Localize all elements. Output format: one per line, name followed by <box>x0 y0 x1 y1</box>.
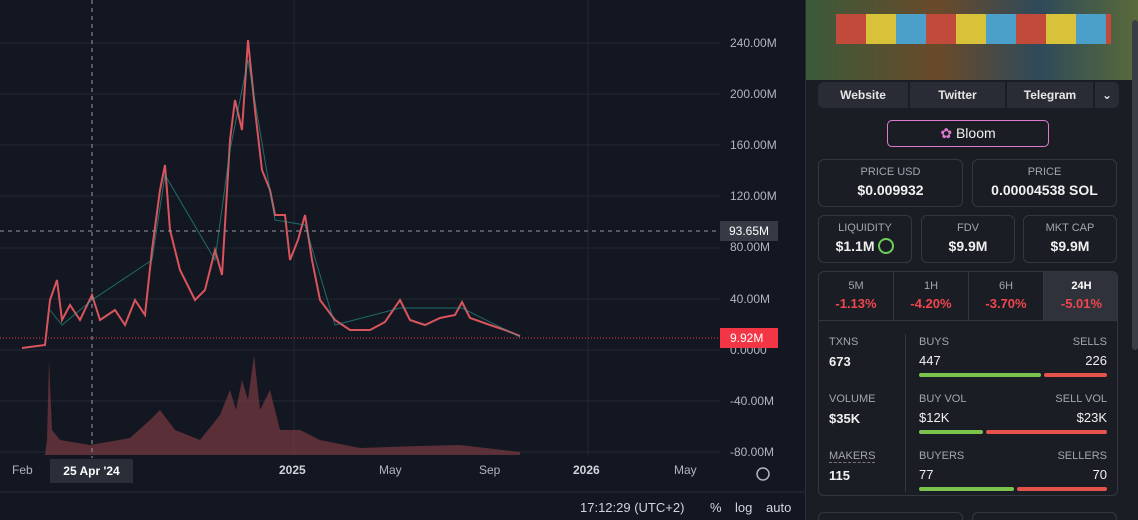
value: $12K <box>919 410 950 425</box>
label: SELLS <box>1072 336 1107 348</box>
buy-bar <box>919 430 983 434</box>
x-tick-label: Sep <box>479 463 501 477</box>
buy-bar <box>919 487 1014 491</box>
label: TXNS <box>829 336 859 348</box>
y-tick-label: 240.00M <box>730 36 777 50</box>
tab-change: -5.01% <box>1060 296 1103 311</box>
telegram-link[interactable]: Telegram <box>1007 82 1093 108</box>
x-tick-label: May <box>379 463 402 477</box>
price-native: PRICE 0.00004538 SOL <box>972 159 1117 207</box>
volume-area <box>45 355 520 455</box>
label: PRICE USD <box>860 166 921 178</box>
timeframe-tab[interactable]: 6H -3.70% <box>969 272 1044 320</box>
x-tick-label: 2026 <box>573 463 600 477</box>
liquidity: LIQUIDITY $1.1M <box>818 215 912 263</box>
sell-bar <box>986 430 1107 434</box>
x-tick-label: Feb <box>12 463 33 477</box>
label: PRICE <box>1027 166 1062 178</box>
tab-change: -4.20% <box>910 296 952 311</box>
website-link[interactable]: Website <box>818 82 908 108</box>
value: 115 <box>829 468 850 483</box>
y-tick-label: 160.00M <box>730 138 777 153</box>
y-tick-label: -40.00M <box>730 393 775 408</box>
label: SELLERS <box>1057 450 1107 462</box>
x-tick-label: May <box>674 463 697 477</box>
tab-change: -1.13% <box>835 296 877 311</box>
badge[interactable]: ✿ Bloom <box>887 120 1049 147</box>
y-tick-label: 40.00M <box>730 291 771 306</box>
x-crosshair-label: 25 Apr '24 <box>50 459 133 483</box>
y-tick-label: 80.00M <box>730 240 771 255</box>
tab-label: 24H <box>1071 280 1092 292</box>
auto-toggle[interactable]: auto <box>766 500 792 515</box>
label: MKT CAP <box>1045 222 1095 234</box>
timeframe-tab[interactable]: 1H -4.20% <box>894 272 969 320</box>
sell-bar <box>1044 373 1107 377</box>
timeframe-tab[interactable]: 24H -5.01% <box>1044 272 1117 320</box>
label: BUY VOL <box>919 393 967 405</box>
value: $9.9M <box>948 238 988 254</box>
next-box <box>972 512 1117 520</box>
twitter-link[interactable]: Twitter <box>910 82 1005 108</box>
price-line-green <box>49 59 521 338</box>
crosshair-label: 93.65M <box>720 221 778 241</box>
label: VOLUME <box>829 393 876 405</box>
label: BUYERS <box>919 450 965 462</box>
chart-canvas <box>0 0 805 493</box>
label: FDV <box>957 222 979 234</box>
value: $9.9M <box>1050 238 1090 254</box>
tab-change: -3.70% <box>985 296 1027 311</box>
value-text: $1.1M <box>835 238 875 254</box>
tab-label: 1H <box>923 280 939 292</box>
next-box <box>818 512 963 520</box>
value: 673 <box>829 354 851 369</box>
clock: 17:12:29 (UTC+2) <box>580 500 685 515</box>
price-label: 9.92M <box>720 328 778 348</box>
tab-label: 6H <box>998 280 1014 292</box>
token-banner <box>806 0 1138 80</box>
divider <box>819 320 1117 321</box>
value: $35K <box>829 411 861 426</box>
sidebar: Website Twitter Telegram ⌄ ✿ Bloom PRICE… <box>805 0 1138 520</box>
grid <box>0 0 720 455</box>
label: BUYS <box>919 336 949 348</box>
value: 70 <box>1092 467 1107 482</box>
x-tick-label: 2025 <box>279 463 306 477</box>
lock-icon <box>878 238 895 254</box>
y-tick-label: 200.00M <box>730 87 777 102</box>
sell-bar <box>1017 487 1107 491</box>
scrollbar[interactable] <box>1132 20 1138 350</box>
value: 77 <box>919 467 934 482</box>
fdv: FDV $9.9M <box>921 215 1015 263</box>
percent-toggle[interactable]: % <box>710 500 722 515</box>
value: 0.00004538 SOL <box>991 182 1098 198</box>
timeframe-tab[interactable]: 5M -1.13% <box>819 272 894 320</box>
stats-panel: 5M -1.13% 1H -4.20% 6H -3.70% 24H -5.01% TXN… <box>818 271 1118 496</box>
banner-art <box>836 14 1111 44</box>
price-line <box>21 39 521 349</box>
label: MAKERS <box>829 450 876 463</box>
tab-label: 5M <box>848 280 864 292</box>
mkt-cap: MKT CAP $9.9M <box>1023 215 1117 263</box>
badge-text: Bloom <box>955 125 996 141</box>
value: $0.009932 <box>857 182 924 198</box>
y-tick-label: 120.00M <box>730 189 777 204</box>
value: $23K <box>1076 410 1107 425</box>
divider <box>905 334 906 492</box>
value: 226 <box>1085 353 1107 368</box>
log-toggle[interactable]: log <box>735 500 753 515</box>
more-links[interactable]: ⌄ <box>1095 82 1119 108</box>
label: SELL VOL <box>1055 393 1107 405</box>
label: LIQUIDITY <box>838 222 892 234</box>
value: 447 <box>919 353 941 368</box>
value: $1.1M <box>819 238 911 254</box>
price-usd: PRICE USD $0.009932 <box>818 159 963 207</box>
y-tick-label: -80.00M <box>730 444 775 459</box>
settings-icon[interactable] <box>756 467 770 481</box>
buy-bar <box>919 373 1041 377</box>
